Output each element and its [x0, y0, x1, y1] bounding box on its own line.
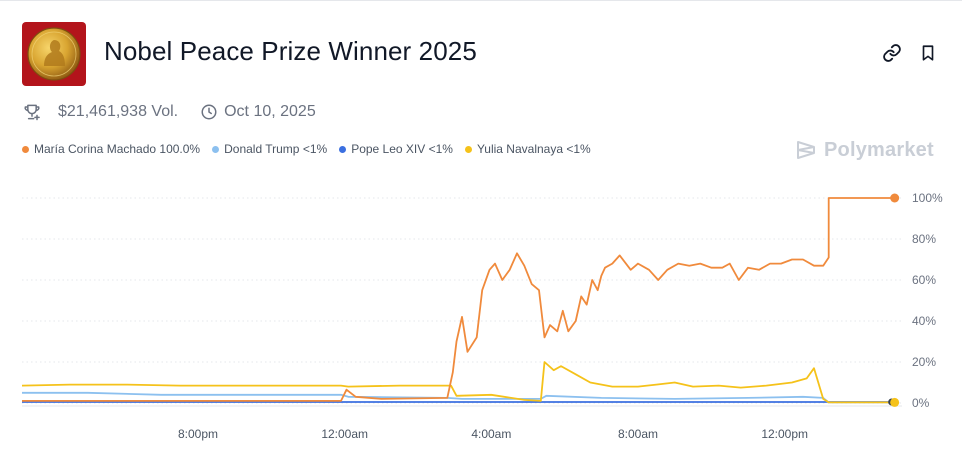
legend-name: Pope Leo XIV	[351, 142, 426, 156]
nobel-medal-icon	[22, 22, 86, 86]
trophy-icon	[24, 104, 40, 121]
bookmark-icon[interactable]	[917, 42, 939, 64]
legend-item-navalnaya[interactable]: Yulia Navalnaya <1%	[464, 142, 591, 156]
legend-item-trump[interactable]: Donald Trump <1%	[212, 142, 327, 156]
series-line-donald-trump	[22, 391, 895, 404]
legend-name: María Corina Machado	[34, 142, 157, 156]
legend-item-pope-leo[interactable]: Pope Leo XIV <1%	[339, 142, 453, 156]
market-meta: $21,461,938 Vol. Oct 10, 2025	[22, 101, 316, 123]
top-divider	[0, 0, 962, 1]
x-tick-label: 4:00am	[471, 427, 511, 441]
series-line-yulia-navalnaya	[21, 361, 895, 404]
x-tick-label: 8:00am	[618, 427, 658, 441]
chart-end-markers	[888, 193, 900, 407]
x-tick-label: 12:00pm	[761, 427, 808, 441]
market-title: Nobel Peace Prize Winner 2025	[104, 36, 477, 66]
y-tick-label: 0%	[912, 396, 930, 410]
legend-value: 100.0%	[159, 142, 201, 156]
y-axis-ticks: 100% 80% 60% 40% 20% 0%	[912, 191, 943, 410]
series-end-marker	[890, 397, 900, 407]
legend-value: <1%	[302, 142, 328, 156]
legend-dot	[212, 145, 220, 153]
y-tick-label: 80%	[912, 232, 936, 246]
legend-dot	[339, 145, 347, 153]
legend-value: <1%	[566, 142, 591, 156]
link-icon[interactable]	[881, 42, 903, 64]
clock-icon	[201, 104, 217, 120]
end-date-text: Oct 10, 2025	[224, 103, 316, 120]
polymarket-logo-icon	[797, 141, 815, 159]
price-chart[interactable]: 100%80%60%40%20%0% 8:00pm 12:00am 4:00am 8:…	[0, 180, 962, 464]
y-tick-label: 40%	[912, 314, 936, 328]
series-end-marker	[890, 193, 900, 203]
legend-name: Yulia Navalnaya	[476, 142, 564, 156]
x-tick-label: 12:00am	[321, 427, 368, 441]
brand-name: Polymarket	[824, 138, 934, 161]
y-tick-label: 100%	[912, 191, 943, 205]
chart-grid	[22, 197, 902, 407]
x-tick-label: 8:00pm	[178, 427, 218, 441]
legend-dot	[464, 145, 472, 153]
polymarket-brand: Polymarket	[794, 138, 934, 162]
y-tick-label: 20%	[912, 355, 936, 369]
legend-name: Donald Trump	[224, 142, 300, 156]
chart-series	[21, 197, 895, 404]
chart-legend: María Corina Machado 100.0% Donald Trump…	[22, 142, 603, 156]
legend-dot	[22, 145, 29, 153]
legend-item-machado[interactable]: María Corina Machado 100.0%	[22, 142, 200, 156]
volume-text: $21,461,938 Vol.	[58, 103, 179, 120]
legend-value: <1%	[428, 142, 453, 156]
y-tick-label: 60%	[912, 273, 936, 287]
series-line-mar-a-corina-machado	[22, 197, 895, 402]
x-axis-ticks: 8:00pm 12:00am 4:00am 8:00am 12:00pm	[178, 427, 808, 441]
